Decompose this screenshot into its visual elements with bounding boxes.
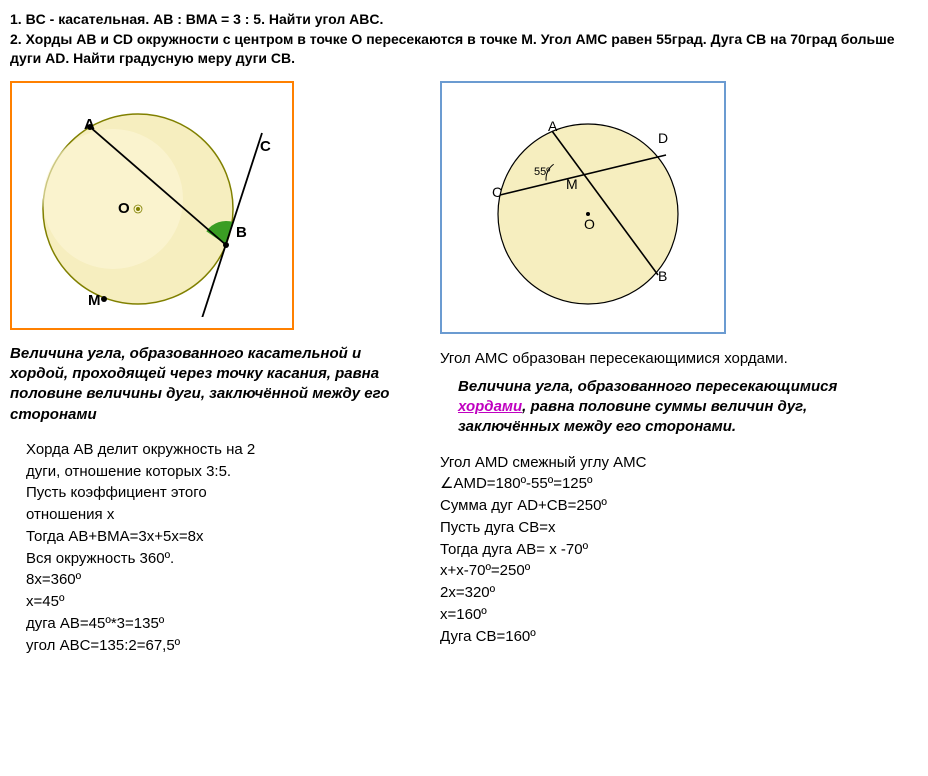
right-figure-frame: A D C M O B 55º xyxy=(440,81,726,334)
header-line-2: 2. Хорды AB и CD окружности с центром в … xyxy=(10,30,918,69)
left-diagram: A C O B M xyxy=(18,89,286,317)
svg-text:55º: 55º xyxy=(534,166,550,178)
solution-line: Сумма дуг AD+CB=250º xyxy=(440,495,870,517)
svg-text:B: B xyxy=(658,268,667,284)
svg-text:B: B xyxy=(236,224,247,241)
solution-line: отношения x xyxy=(26,504,410,526)
left-theorem: Величина угла, образованного касательной… xyxy=(10,344,410,425)
svg-text:C: C xyxy=(260,138,271,155)
chords-link[interactable]: хордами xyxy=(458,398,522,415)
solution-line: x=160º xyxy=(440,604,870,626)
theorem-period: . xyxy=(732,418,736,435)
solution-line: дуга AB=45º*3=135º xyxy=(26,613,410,635)
svg-text:O: O xyxy=(584,216,595,232)
svg-text:M: M xyxy=(566,176,578,192)
left-column: A C O B M Величина угла, образованного касат… xyxy=(10,81,410,657)
solution-line: Хорда AB делит окружность на 2 xyxy=(26,439,410,461)
svg-text:M: M xyxy=(88,292,101,309)
right-theorem: Величина угла, образованного пересекающи… xyxy=(440,377,870,438)
svg-text:A: A xyxy=(548,118,558,134)
svg-text:A: A xyxy=(84,116,95,133)
svg-text:C: C xyxy=(492,184,502,200)
right-intro: Угол AMC образован пересекающимися хорда… xyxy=(440,348,870,369)
left-solution: Хорда AB делит окружность на 2дуги, отно… xyxy=(10,439,410,657)
solution-line: 8x=360º xyxy=(26,569,410,591)
solution-line: Пусть коэффициент этого xyxy=(26,482,410,504)
right-column: A D C M O B 55º Угол AMC образован пересекающи… xyxy=(440,81,870,657)
header-line-1: 1. BC - касательная. AB : BMA = 3 : 5. Н… xyxy=(10,10,918,30)
right-diagram: A D C M O B 55º xyxy=(448,89,718,321)
solution-line: 2x=320º xyxy=(440,582,870,604)
solution-line: x+x-70º=250º xyxy=(440,560,870,582)
svg-text:D: D xyxy=(658,130,668,146)
right-solution: Угол AMD смежный углу AMC∠AMD=180º-55º=1… xyxy=(440,452,870,648)
two-column-layout: A C O B M Величина угла, образованного касат… xyxy=(10,81,918,657)
solution-line: Вся окружность 360º. xyxy=(26,548,410,570)
solution-line: Угол AMD смежный углу AMC xyxy=(440,452,870,474)
solution-line: Дуга CB=160º xyxy=(440,626,870,648)
solution-line: угол ABC=135:2=67,5º xyxy=(26,635,410,657)
solution-line: Тогда AB+BMA=3x+5x=8x xyxy=(26,526,410,548)
theorem-pre: Величина угла, образованного пересекающи… xyxy=(458,378,837,395)
left-figure-frame: A C O B M xyxy=(10,81,294,330)
solution-line: Пусть дуга CB=x xyxy=(440,517,870,539)
problem-header: 1. BC - касательная. AB : BMA = 3 : 5. Н… xyxy=(10,10,918,69)
svg-text:O: O xyxy=(118,200,130,217)
solution-line: ∠AMD=180º-55º=125º xyxy=(440,473,870,495)
solution-line: x=45º xyxy=(26,591,410,613)
solution-line: Тогда дуга AB= x -70º xyxy=(440,539,870,561)
solution-line: дуги, отношение которых 3:5. xyxy=(26,461,410,483)
